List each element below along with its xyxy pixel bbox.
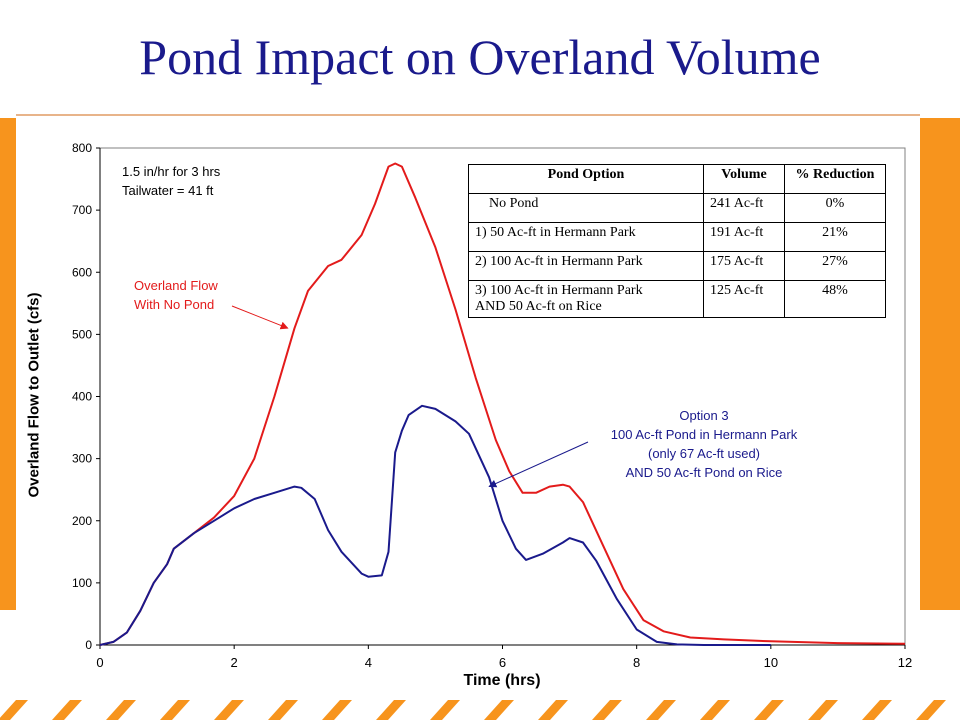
stripe [700,700,730,720]
header-volume: Volume [703,164,785,194]
x-tick-label: 6 [499,655,506,670]
stripe [808,700,838,720]
stripe [106,700,136,720]
y-tick-label: 600 [72,265,92,279]
chart-ticks: 0 100 200 300 400 500 600 700 800 0 2 4 6 8 10 12 [72,141,912,670]
row-option: 1) 50 Ac-ft in Hermann Park [468,222,704,252]
row-option-line-2: AND 50 Ac-ft on Rice [475,299,602,314]
row-option-line-1: 3) 100 Ac-ft in Hermann Park [475,283,643,298]
y-tick-label: 500 [72,327,92,341]
header-pond-option: Pond Option [468,164,704,194]
option3-annotation: Option 3 100 Ac-ft Pond in Hermann Park … [586,406,822,482]
stripe [592,700,622,720]
stripe [430,700,460,720]
decorative-stripes [0,700,946,720]
row-reduction: 0% [784,193,886,223]
no-pond-line-1: Overland Flow [134,278,218,293]
row-reduction: 27% [784,251,886,281]
stripe [862,700,892,720]
conditions-line-1: 1.5 in/hr for 3 hrs [122,164,221,179]
stripe [754,700,784,720]
row-volume: 241 Ac-ft [703,193,785,223]
stripe [322,700,352,720]
table-row: 3) 100 Ac-ft in Hermann Park AND 50 Ac-f… [468,280,886,318]
table-row: 1) 50 Ac-ft in Hermann Park 191 Ac-ft 21… [468,222,886,252]
row-reduction: 48% [784,280,886,318]
row-reduction: 21% [784,222,886,252]
option3-line-4: AND 50 Ac-ft Pond on Rice [625,465,783,480]
row-volume: 175 Ac-ft [703,251,785,281]
stripe [214,700,244,720]
conditions-annotation: 1.5 in/hr for 3 hrs Tailwater = 41 ft [122,162,220,200]
stripe [646,700,676,720]
stripe [52,700,82,720]
x-tick-label: 10 [764,655,778,670]
no-pond-annotation: Overland Flow With No Pond [134,276,218,314]
row-volume: 125 Ac-ft [703,280,785,318]
stripe [484,700,514,720]
y-tick-label: 100 [72,576,92,590]
row-option: No Pond [468,193,704,223]
option3-line-1: Option 3 [679,408,729,423]
chart-arrows [231,305,589,488]
x-axis-label: Time (hrs) [463,672,541,689]
table-header-row: Pond Option Volume % Reduction [468,164,886,194]
no-pond-line-2: With No Pond [134,297,215,312]
table-row: 2) 100 Ac-ft in Hermann Park 175 Ac-ft 2… [468,251,886,281]
chart-lines [99,162,906,646]
stripe [0,700,28,720]
stripe [160,700,190,720]
x-tick-label: 0 [96,655,103,670]
page-title: Pond Impact on Overland Volume [139,29,821,85]
orange-right-band [920,118,960,610]
option3-line-3: (only 67 Ac-ft used) [648,446,760,461]
pond-options-table: Pond Option Volume % Reduction No Pond 2… [468,164,886,318]
row-option: 2) 100 Ac-ft in Hermann Park [468,251,704,281]
option3-line-2: 100 Ac-ft Pond in Hermann Park [610,427,798,442]
y-axis-label: Overland Flow to Outlet (cfs) [25,292,43,498]
y-tick-label: 0 [85,638,92,652]
y-tick-label: 200 [72,514,92,528]
header-reduction: % Reduction [784,164,886,194]
y-tick-label: 300 [72,452,92,466]
title-divider [16,114,920,116]
row-option: 3) 100 Ac-ft in Hermann Park AND 50 Ac-f… [468,280,704,318]
y-tick-label: 400 [72,390,92,404]
y-tick-label: 700 [72,203,92,217]
y-tick-label: 800 [72,141,92,155]
conditions-line-2: Tailwater = 41 ft [122,183,214,198]
decorative-stripe-strip [0,700,946,720]
x-tick-label: 8 [633,655,640,670]
series-line-option-3 [99,404,771,646]
stripe [916,700,946,720]
x-tick-label: 2 [231,655,238,670]
option3-arrow [488,441,589,488]
stripe [376,700,406,720]
x-tick-label: 12 [898,655,912,670]
x-tick-label: 4 [365,655,372,670]
stripe [268,700,298,720]
table-row: No Pond 241 Ac-ft 0% [468,193,886,223]
row-volume: 191 Ac-ft [703,222,785,252]
stripe [538,700,568,720]
no-pond-arrow [231,305,289,330]
orange-left-band [0,118,16,610]
